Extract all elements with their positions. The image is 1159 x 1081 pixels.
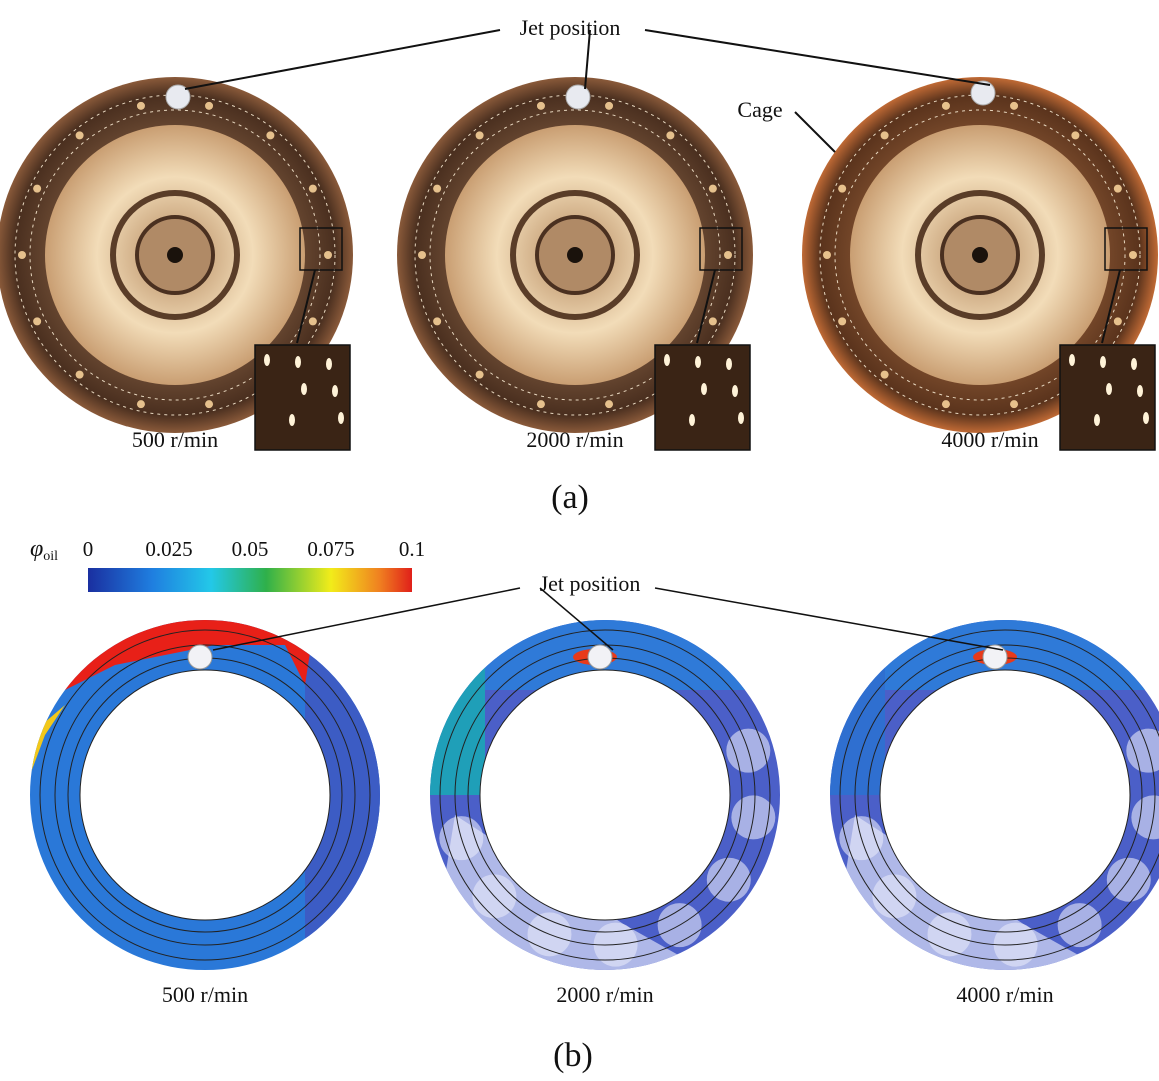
oil-spot bbox=[942, 400, 950, 408]
panel-b: 0 0.025 0.05 0.075 0.1 500 r/min 2000 r/min 400… bbox=[30, 537, 1159, 1007]
droplet bbox=[332, 385, 338, 397]
droplet bbox=[301, 383, 307, 395]
subscript: oil bbox=[43, 549, 58, 564]
colorbar bbox=[88, 568, 412, 592]
jet-leader bbox=[185, 30, 500, 89]
oil-spot bbox=[433, 185, 441, 193]
jet-leader bbox=[655, 588, 1003, 650]
jet-dot bbox=[566, 85, 590, 109]
droplet bbox=[1094, 414, 1100, 426]
jet-label: Jet position bbox=[540, 571, 641, 596]
oil-spot bbox=[76, 371, 84, 379]
jet-dot bbox=[188, 645, 212, 669]
oil-spot bbox=[137, 102, 145, 110]
droplet bbox=[701, 383, 707, 395]
inner-edge bbox=[480, 670, 730, 920]
oil-spot bbox=[1010, 102, 1018, 110]
colorbar-tick-label: 0.05 bbox=[232, 537, 269, 561]
oil-spot bbox=[266, 131, 274, 139]
hub bbox=[167, 247, 183, 263]
cage-arrow bbox=[795, 112, 835, 152]
oil-spot bbox=[418, 251, 426, 259]
cage-label: Cage bbox=[737, 97, 782, 122]
oil-spot bbox=[18, 251, 26, 259]
droplet bbox=[1100, 356, 1106, 368]
droplet bbox=[326, 358, 332, 370]
panel-a: 500 r/min 2000 r/min 4000 r/min bbox=[0, 30, 1158, 452]
oil-spot bbox=[1114, 185, 1122, 193]
oil-spot bbox=[881, 371, 889, 379]
oil-spot bbox=[709, 317, 717, 325]
droplet bbox=[732, 385, 738, 397]
oil-spot bbox=[137, 400, 145, 408]
droplet bbox=[689, 414, 695, 426]
oil-spot bbox=[838, 185, 846, 193]
oil-spot bbox=[605, 102, 613, 110]
jet-dot bbox=[588, 645, 612, 669]
oil-spot bbox=[942, 102, 950, 110]
droplet bbox=[738, 412, 744, 424]
droplet bbox=[295, 356, 301, 368]
oil-spot bbox=[1114, 317, 1122, 325]
droplet bbox=[695, 356, 701, 368]
oil-spot bbox=[309, 317, 317, 325]
oil-spot bbox=[724, 251, 732, 259]
speed-label: 2000 r/min bbox=[526, 427, 623, 452]
droplet bbox=[1069, 354, 1075, 366]
speed-label: 500 r/min bbox=[132, 427, 218, 452]
hub bbox=[567, 247, 583, 263]
oil-spot bbox=[881, 131, 889, 139]
droplet bbox=[726, 358, 732, 370]
symbol: φ bbox=[30, 536, 43, 562]
oil-spot bbox=[537, 400, 545, 408]
inner-edge bbox=[880, 670, 1130, 920]
oil-spot bbox=[76, 131, 84, 139]
colorbar-tick-label: 0 bbox=[83, 537, 94, 561]
droplet bbox=[1106, 383, 1112, 395]
colorbar-tick-label: 0.1 bbox=[399, 537, 425, 561]
colorbar-tick-label: 0.025 bbox=[145, 537, 192, 561]
contour-left bbox=[430, 655, 485, 795]
oil-spot bbox=[838, 317, 846, 325]
oil-spot bbox=[205, 400, 213, 408]
droplet bbox=[264, 354, 270, 366]
oil-spot bbox=[1129, 251, 1137, 259]
colorbar-symbol: φoil bbox=[30, 536, 58, 564]
inner-edge bbox=[80, 670, 330, 920]
speed-label: 4000 r/min bbox=[956, 982, 1053, 1007]
colorbar-tick-label: 0.075 bbox=[307, 537, 354, 561]
jet-leader bbox=[645, 30, 990, 85]
jet-leader bbox=[213, 588, 520, 650]
oil-spot bbox=[476, 131, 484, 139]
oil-spot bbox=[324, 251, 332, 259]
oil-spot bbox=[433, 317, 441, 325]
hub bbox=[972, 247, 988, 263]
speed-label: 2000 r/min bbox=[556, 982, 653, 1007]
oil-spot bbox=[476, 371, 484, 379]
droplet bbox=[664, 354, 670, 366]
oil-spot bbox=[709, 185, 717, 193]
oil-spot bbox=[33, 185, 41, 193]
caption-a: (a) bbox=[551, 479, 589, 516]
droplet bbox=[289, 414, 295, 426]
jet-label: Jet position bbox=[520, 15, 621, 40]
oil-spot bbox=[309, 185, 317, 193]
oil-spot bbox=[666, 131, 674, 139]
speed-label: 500 r/min bbox=[162, 982, 248, 1007]
oil-spot bbox=[205, 102, 213, 110]
oil-spot bbox=[33, 317, 41, 325]
figure: 500 r/min 2000 r/min 4000 r/min 0 0.025 0.05… bbox=[0, 0, 1159, 1076]
droplet bbox=[1143, 412, 1149, 424]
oil-spot bbox=[823, 251, 831, 259]
caption-b: (b) bbox=[553, 1037, 593, 1074]
droplet bbox=[338, 412, 344, 424]
contour-left bbox=[830, 655, 885, 795]
oil-spot bbox=[537, 102, 545, 110]
oil-spot bbox=[1071, 131, 1079, 139]
oil-spot bbox=[1010, 400, 1018, 408]
droplet bbox=[1137, 385, 1143, 397]
speed-label: 4000 r/min bbox=[941, 427, 1038, 452]
droplet bbox=[1131, 358, 1137, 370]
oil-spot bbox=[605, 400, 613, 408]
